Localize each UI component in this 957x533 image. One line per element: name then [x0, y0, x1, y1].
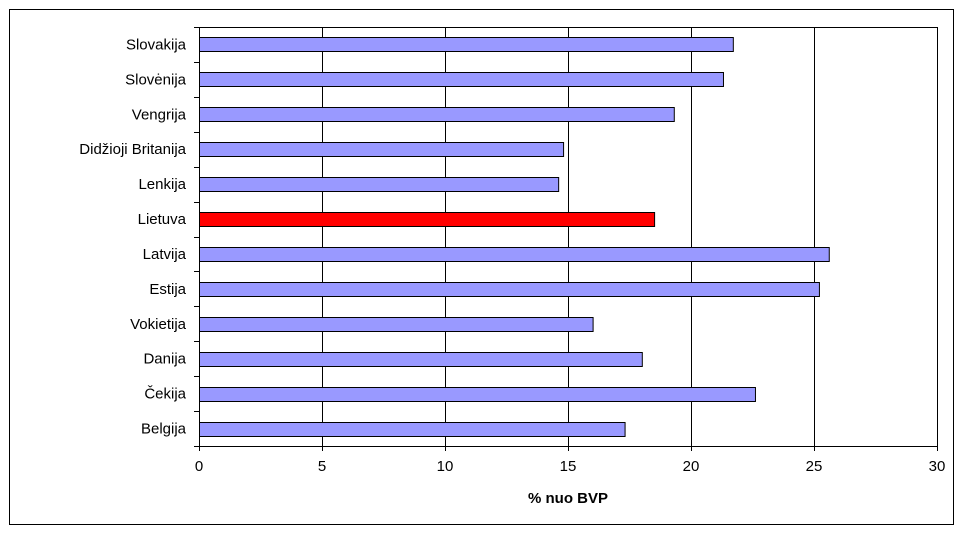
bar [199, 72, 724, 87]
bar [199, 247, 830, 262]
bar [199, 142, 565, 157]
bar-highlight [199, 212, 656, 227]
bars [199, 37, 830, 437]
bar [199, 422, 626, 437]
category-label: Slovakija [126, 36, 187, 53]
grid-lines [322, 27, 938, 446]
category-label: Čekija [144, 386, 186, 403]
category-label: Vokietija [130, 316, 187, 333]
category-label: Latvija [143, 246, 187, 263]
bar [199, 387, 756, 402]
x-axis-title: % nuo BVP [528, 490, 608, 507]
category-labels: Slovakija Slovėnija Vengrija Didžioji Brita… [79, 36, 186, 437]
category-label: Danija [143, 351, 186, 368]
category-label: Lietuva [138, 211, 187, 228]
x-tick-label: 25 [806, 458, 823, 475]
bar [199, 317, 594, 332]
x-tick-label: 10 [437, 458, 454, 475]
category-label: Vengrija [132, 106, 187, 123]
tick-labels: 0 5 10 15 20 25 30 [195, 458, 946, 475]
category-label: Didžioji Britanija [79, 141, 186, 158]
category-label: Belgija [141, 421, 187, 438]
bar [199, 282, 820, 297]
x-tick-label: 15 [560, 458, 577, 475]
x-tick-label: 30 [929, 458, 946, 475]
x-tick-label: 5 [318, 458, 326, 475]
bar [199, 37, 734, 52]
category-label: Slovėnija [125, 71, 187, 88]
bar [199, 177, 560, 192]
axes [194, 27, 938, 451]
bar [199, 107, 675, 122]
x-tick-label: 20 [683, 458, 700, 475]
bar [199, 352, 643, 367]
category-label: Lenkija [138, 176, 186, 193]
x-tick-label: 0 [195, 458, 203, 475]
chart-outer-border [9, 9, 954, 525]
category-label: Estija [149, 281, 186, 298]
